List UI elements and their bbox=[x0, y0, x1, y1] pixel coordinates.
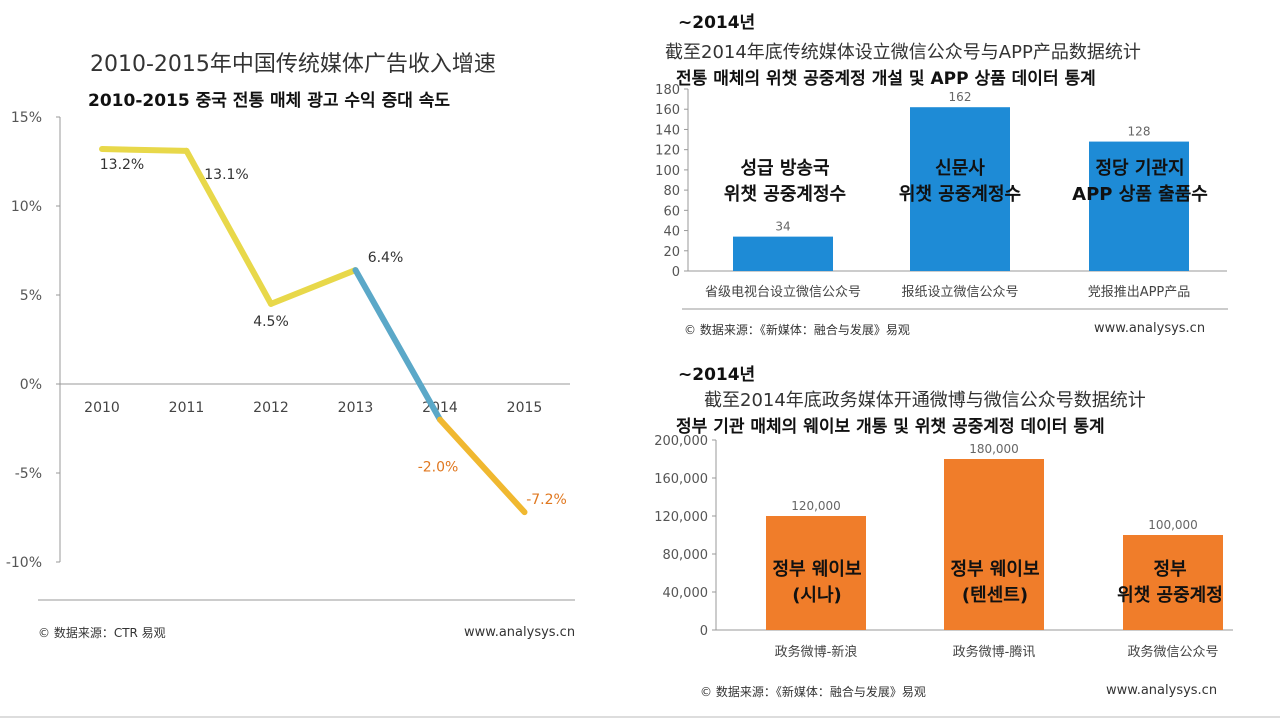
y-tick-label: 0 bbox=[700, 624, 708, 639]
bar-value-label: 180,000 bbox=[969, 442, 1019, 456]
bottom-right-kr-label-3: 정부 위챗 공중계정 bbox=[1100, 557, 1240, 609]
line-segment bbox=[352, 267, 443, 423]
y-tick-label: 40,000 bbox=[663, 586, 709, 601]
y-tick-label: 120 bbox=[655, 144, 680, 159]
bar bbox=[1123, 535, 1223, 630]
top-right-title-kr: 전통 매체의 위챗 공중계정 개설 및 APP 상품 데이터 통계 bbox=[676, 69, 1096, 89]
line-segment bbox=[268, 267, 359, 307]
line-segment bbox=[183, 147, 274, 307]
data-label: 6.4% bbox=[368, 250, 404, 266]
left-footer-source: © 数据来源：CTR 易观 bbox=[38, 626, 166, 640]
bar-value-label: 162 bbox=[949, 90, 972, 104]
kr-label-line: 성급 방송국 bbox=[740, 158, 830, 179]
bar-value-label: 128 bbox=[1128, 125, 1151, 139]
x-tick-label: 2010 bbox=[84, 400, 120, 416]
kr-label-line: APP 상품 출품수 bbox=[1072, 184, 1208, 205]
category-label: 政务微信公众号 bbox=[1127, 644, 1218, 660]
bottom-right-kr-label-2: 정부 웨이보 (텐센트) bbox=[930, 557, 1060, 609]
data-label: -2.0% bbox=[418, 460, 459, 476]
y-tick-label: -10% bbox=[6, 555, 42, 571]
y-tick-label: 80 bbox=[663, 184, 680, 199]
left-footer-site: www.analysys.cn bbox=[464, 625, 576, 640]
kr-label-line: 위챗 공중계정 bbox=[1117, 585, 1223, 606]
bar bbox=[1089, 141, 1189, 271]
bottom-right-title-kr: 정부 기관 매체의 웨이보 개통 및 위챗 공중계정 데이터 통계 bbox=[676, 417, 1105, 437]
y-tick-label: 20 bbox=[663, 245, 680, 260]
y-tick-label: 120,000 bbox=[654, 510, 708, 525]
y-tick-label: 80,000 bbox=[663, 548, 709, 563]
bottom-right-period: ~2014년 bbox=[678, 365, 756, 385]
bottom-right-footer-site: www.analysys.cn bbox=[1106, 683, 1218, 698]
top-right-title-cn: 截至2014年底传统媒体设立微信公众号与APP产品数据统计 bbox=[665, 42, 1141, 63]
bar bbox=[733, 236, 833, 271]
left-line-chart: 15%10%5%0%-5%-10% 2010 2011 2012 2013 2014 20… bbox=[6, 110, 575, 601]
y-tick-label: 180 bbox=[655, 83, 680, 98]
data-label: 13.1% bbox=[204, 167, 248, 183]
x-tick-label: 2013 bbox=[338, 400, 374, 416]
y-tick-label: 100 bbox=[655, 164, 680, 179]
line-segment bbox=[437, 416, 528, 516]
kr-label-line: 정당 기관지 bbox=[1095, 158, 1185, 179]
top-right-kr-label-1: 성급 방송국 위챗 공중계정수 bbox=[700, 156, 870, 208]
bar-value-label: 100,000 bbox=[1148, 518, 1198, 532]
x-tick-label: 2015 bbox=[507, 400, 543, 416]
category-label: 政务微博-腾讯 bbox=[953, 644, 1036, 660]
bar-value-label: 120,000 bbox=[791, 499, 841, 513]
kr-label-line: 정부 bbox=[1153, 559, 1187, 580]
y-tick-label: 15% bbox=[11, 110, 42, 126]
category-label: 报纸设立微信公众号 bbox=[901, 285, 1018, 300]
data-label: 4.5% bbox=[253, 314, 289, 330]
y-tick-label: 0 bbox=[672, 265, 680, 280]
y-tick-label: -5% bbox=[15, 466, 42, 482]
data-label: -7.2% bbox=[526, 492, 567, 508]
x-tick-label: 2012 bbox=[253, 400, 289, 416]
category-label: 政务微博-新浪 bbox=[775, 644, 858, 660]
data-label: 13.2% bbox=[100, 157, 144, 173]
category-label: 省级电视台设立微信公众号 bbox=[705, 285, 861, 300]
y-tick-label: 160 bbox=[655, 103, 680, 118]
kr-label-line: 위챗 공중계정수 bbox=[723, 184, 847, 205]
bottom-divider bbox=[0, 716, 1280, 718]
kr-label-line: 신문사 bbox=[935, 158, 985, 179]
y-tick-label: 140 bbox=[655, 123, 680, 138]
top-right-footer-source: © 数据来源：《新媒体：融合与发展》易观 bbox=[684, 323, 910, 337]
kr-label-line: 정부 웨이보 bbox=[950, 559, 1040, 580]
category-label: 党报推出APP产品 bbox=[1088, 285, 1191, 300]
bar bbox=[766, 516, 866, 630]
y-tick-label: 40 bbox=[663, 225, 680, 240]
y-tick-label: 60 bbox=[663, 204, 680, 219]
y-tick-label: 5% bbox=[20, 288, 42, 304]
y-tick-label: 160,000 bbox=[654, 472, 708, 487]
kr-label-line: 위챗 공중계정수 bbox=[898, 184, 1022, 205]
kr-label-line: (텐센트) bbox=[961, 585, 1029, 606]
line-segment bbox=[99, 146, 190, 154]
bar bbox=[944, 459, 1044, 630]
top-right-kr-label-3: 정당 기관지 APP 상품 출품수 bbox=[1052, 156, 1228, 208]
bottom-right-footer-source: © 数据来源：《新媒体：融合与发展》易观 bbox=[700, 685, 926, 699]
left-chart-title-cn: 2010-2015年中国传统媒体广告收入增速 bbox=[90, 52, 496, 77]
y-tick-label: 0% bbox=[20, 377, 42, 393]
bottom-right-kr-label-1: 정부 웨이보 (시나) bbox=[752, 557, 882, 609]
kr-label-line: 정부 웨이보 bbox=[772, 559, 862, 580]
left-chart-title-kr: 2010-2015 중국 전통 매체 광고 수익 증대 속도 bbox=[88, 91, 451, 111]
bottom-right-title-cn: 截至2014年底政务媒体开通微博与微信公众号数据统计 bbox=[704, 390, 1146, 411]
bar-value-label: 34 bbox=[775, 220, 790, 234]
top-right-kr-label-2: 신문사 위챗 공중계정수 bbox=[875, 156, 1045, 208]
kr-label-line: (시나) bbox=[792, 585, 842, 606]
top-right-bar-chart: 0 20 40 60 80 100 120 140 160 180 34 省级电视台设立微信公众号 1… bbox=[655, 83, 1228, 310]
x-tick-label: 2011 bbox=[169, 400, 205, 416]
top-right-period: ~2014년 bbox=[678, 13, 756, 33]
bar bbox=[910, 107, 1010, 271]
top-right-footer-site: www.analysys.cn bbox=[1094, 321, 1206, 336]
bottom-right-bar-chart: 0 40,000 80,000 120,000 160,000 200,000 120,0… bbox=[654, 434, 1233, 660]
y-tick-label: 10% bbox=[11, 199, 42, 215]
y-tick-label: 200,000 bbox=[654, 434, 708, 449]
